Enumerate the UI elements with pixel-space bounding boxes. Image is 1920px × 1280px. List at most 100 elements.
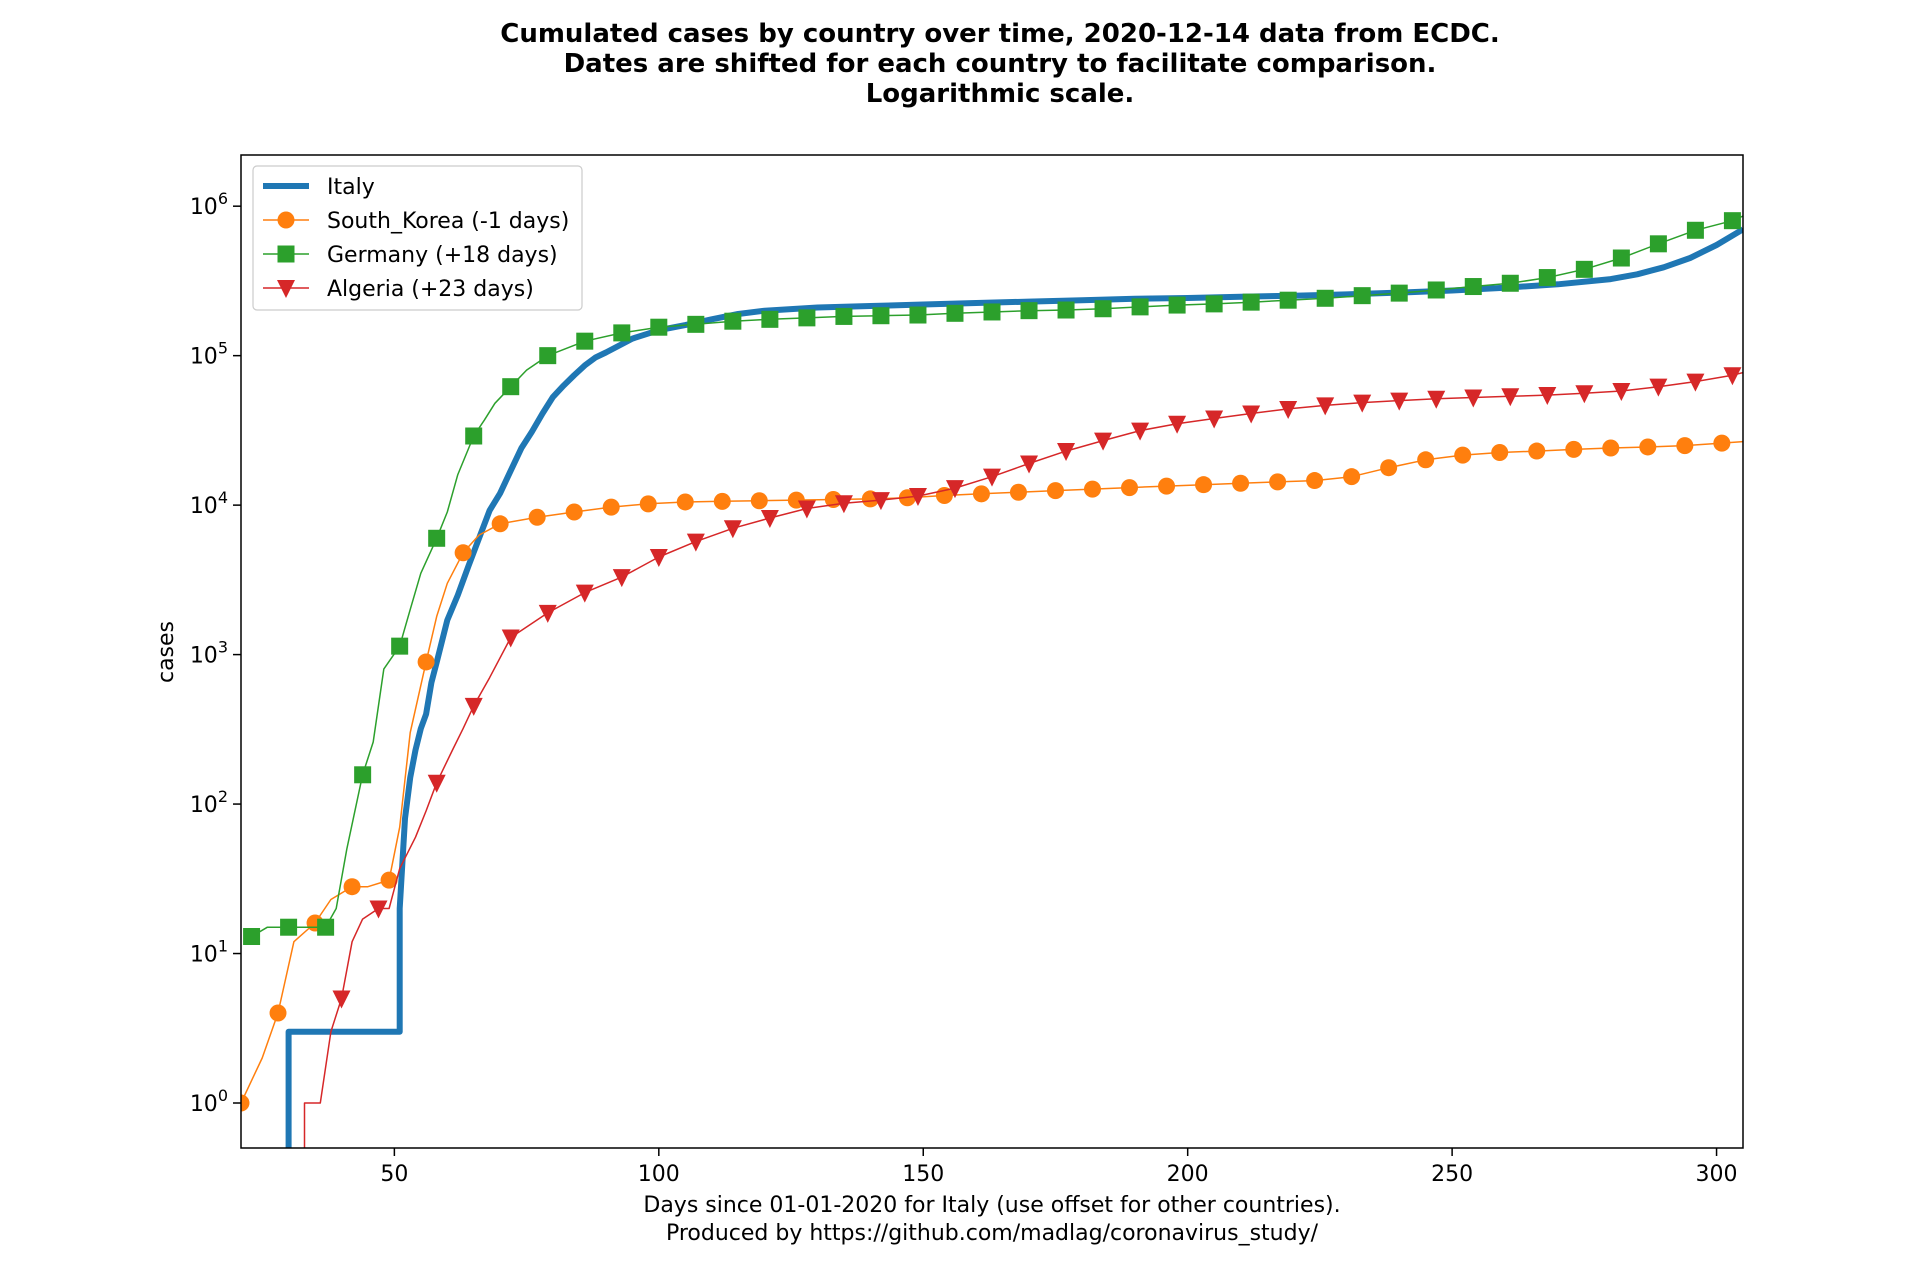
data-point-algeria (871, 492, 890, 511)
data-point-south-korea (676, 493, 694, 511)
data-point-south-korea (1676, 437, 1694, 455)
y-tick-exponent: 0 (218, 1086, 228, 1105)
data-point-germany (1353, 287, 1371, 305)
data-point-germany (724, 312, 742, 330)
data-point-south-korea (528, 508, 546, 526)
series-line-south-korea (241, 440, 1743, 1104)
data-point-south-korea (241, 1094, 250, 1112)
legend-label-south-korea: South_Korea (-1 days) (327, 209, 569, 234)
legend: Italy South_Korea (-1 days) Germany (+18 d… (252, 165, 583, 311)
data-point-south-korea (1454, 446, 1472, 464)
plot-frame (240, 154, 1744, 1149)
data-point-algeria (983, 468, 1001, 487)
data-point-germany (1390, 284, 1408, 302)
data-point-germany (1279, 291, 1297, 309)
y-tick-label: 104 (190, 488, 228, 519)
data-point-algeria (1649, 378, 1668, 397)
series-algeria (303, 367, 1743, 1148)
data-point-south-korea (1380, 459, 1398, 477)
data-point-germany (909, 306, 927, 324)
legend-marker-south-korea (277, 211, 295, 229)
data-point-germany (1575, 260, 1593, 278)
series-germany (243, 212, 1743, 946)
data-point-algeria (945, 480, 964, 499)
y-tick-label: 105 (190, 339, 228, 370)
data-point-germany (613, 324, 631, 342)
data-point-algeria (501, 629, 520, 648)
data-point-algeria (1538, 387, 1557, 406)
data-point-south-korea (1195, 476, 1213, 494)
series-layer (241, 212, 1743, 1148)
data-point-germany (280, 918, 298, 936)
data-point-germany (243, 928, 261, 946)
x-tick-label: 300 (1696, 1162, 1738, 1187)
data-point-germany (1723, 212, 1741, 230)
data-point-germany (1316, 289, 1334, 307)
data-point-south-korea (1491, 443, 1509, 461)
x-axis-label-line-1: Days since 01-01-2020 for Italy (use off… (643, 1193, 1340, 1218)
data-point-germany (1131, 298, 1149, 316)
data-point-south-korea (602, 498, 620, 516)
series-line-italy (285, 226, 1743, 1148)
legend-marker-algeria (277, 280, 295, 298)
x-tick-label: 50 (380, 1162, 408, 1187)
x-tick-label: 100 (638, 1162, 680, 1187)
data-point-germany (1427, 281, 1445, 299)
chart-title-line-1: Cumulated cases by country over time, 20… (500, 19, 1500, 49)
data-point-germany (1168, 296, 1186, 314)
data-point-germany (1686, 221, 1704, 239)
x-tick-label: 150 (902, 1162, 944, 1187)
data-point-algeria (1205, 410, 1224, 429)
y-tick-base: 10 (190, 943, 218, 968)
data-point-south-korea (1083, 480, 1101, 498)
data-point-south-korea (1602, 439, 1620, 457)
data-point-south-korea (1232, 474, 1250, 492)
data-point-germany (1612, 249, 1630, 267)
y-tick-base: 10 (190, 494, 218, 519)
data-point-south-korea (972, 485, 990, 503)
y-tick-base: 10 (190, 793, 218, 818)
data-point-algeria (1094, 432, 1113, 451)
data-point-germany (687, 315, 705, 333)
y-tick-base: 10 (190, 1092, 218, 1117)
data-point-germany (1020, 302, 1038, 320)
data-point-algeria (612, 569, 631, 588)
data-point-algeria (834, 495, 853, 514)
data-point-algeria (1020, 455, 1039, 474)
y-tick-label: 100 (190, 1086, 228, 1117)
y-tick-label: 106 (190, 189, 228, 220)
data-point-germany (1649, 235, 1667, 253)
data-point-south-korea (1639, 438, 1657, 456)
data-point-algeria (1131, 422, 1150, 441)
data-point-south-korea (454, 544, 472, 562)
legend-marker-germany (277, 245, 295, 263)
data-point-algeria (1168, 415, 1187, 434)
y-tick-label: 101 (190, 937, 228, 968)
legend-label-italy: Italy (327, 175, 375, 200)
y-tick-base: 10 (190, 644, 218, 669)
data-point-algeria (1464, 389, 1483, 408)
y-tick-exponent: 4 (218, 488, 228, 507)
series-line-germany (251, 215, 1743, 938)
series-line-algeria (303, 371, 1743, 1148)
data-point-germany (354, 766, 372, 784)
data-point-germany (465, 427, 483, 445)
data-point-algeria (1612, 383, 1631, 402)
data-point-germany (1094, 300, 1112, 318)
data-point-algeria (1575, 385, 1594, 404)
data-point-algeria (1242, 405, 1261, 424)
data-point-germany (1501, 274, 1519, 292)
data-point-germany (983, 303, 1001, 321)
data-point-germany (1242, 293, 1260, 311)
y-tick-exponent: 1 (218, 937, 228, 956)
data-point-algeria (1686, 373, 1705, 392)
y-tick-base: 10 (190, 195, 218, 220)
data-point-germany (317, 918, 335, 936)
data-point-south-korea (1158, 477, 1176, 495)
legend-label-algeria: Algeria (+23 days) (327, 277, 534, 302)
y-tick-exponent: 5 (218, 339, 228, 358)
chart-title-line-3: Logarithmic scale. (866, 79, 1135, 109)
data-point-germany (1205, 295, 1223, 313)
data-point-germany (539, 347, 557, 365)
